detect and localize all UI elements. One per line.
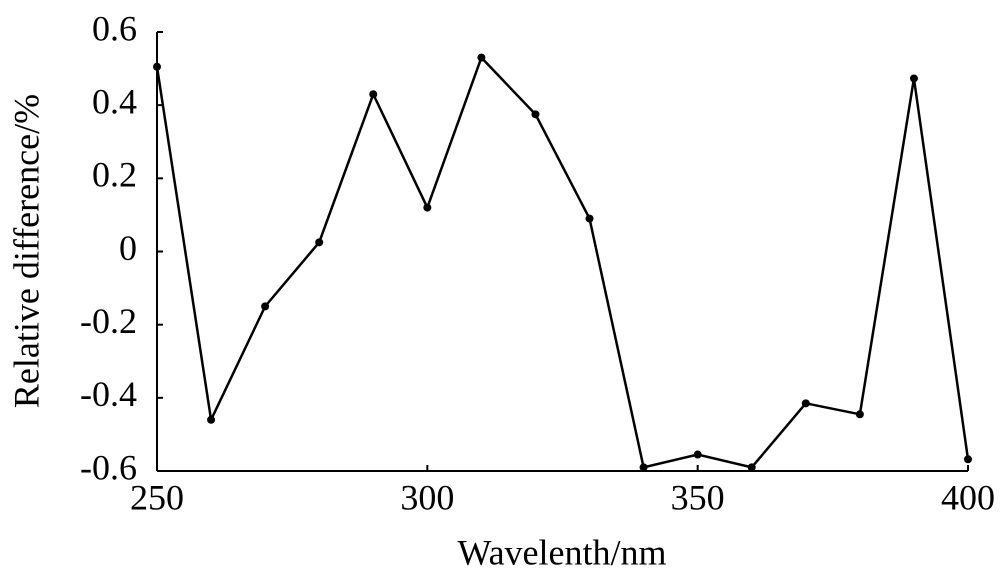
y-tick-label: 0.6 bbox=[92, 8, 137, 48]
point bbox=[369, 90, 378, 99]
point bbox=[855, 410, 864, 419]
y-tick-label: 0 bbox=[119, 228, 137, 268]
y-axis-label: Relative difference/% bbox=[6, 94, 46, 408]
point bbox=[801, 399, 810, 408]
point bbox=[585, 214, 594, 223]
x-tick-label: 400 bbox=[941, 477, 995, 517]
point bbox=[315, 238, 324, 247]
point bbox=[531, 110, 540, 119]
y-tick-label: -0.6 bbox=[80, 447, 137, 487]
line bbox=[155, 55, 970, 469]
point bbox=[207, 415, 216, 424]
x-tick-label: 350 bbox=[671, 477, 725, 517]
x-tick-label: 300 bbox=[400, 477, 454, 517]
x-tick-label: 250 bbox=[130, 477, 184, 517]
point bbox=[153, 62, 161, 71]
point bbox=[423, 203, 432, 212]
point bbox=[639, 463, 648, 472]
y-tick-label: -0.2 bbox=[80, 301, 137, 341]
point bbox=[747, 463, 756, 472]
y-tick-label: -0.4 bbox=[80, 374, 137, 414]
point bbox=[477, 53, 486, 62]
point bbox=[693, 450, 702, 459]
point bbox=[964, 455, 972, 464]
x-axis-label: Wavelenth/nm bbox=[457, 532, 666, 572]
point bbox=[909, 74, 918, 83]
y-tick-label: 0.4 bbox=[92, 81, 137, 121]
y-tick-label: 0.2 bbox=[92, 155, 137, 195]
point bbox=[261, 302, 270, 311]
